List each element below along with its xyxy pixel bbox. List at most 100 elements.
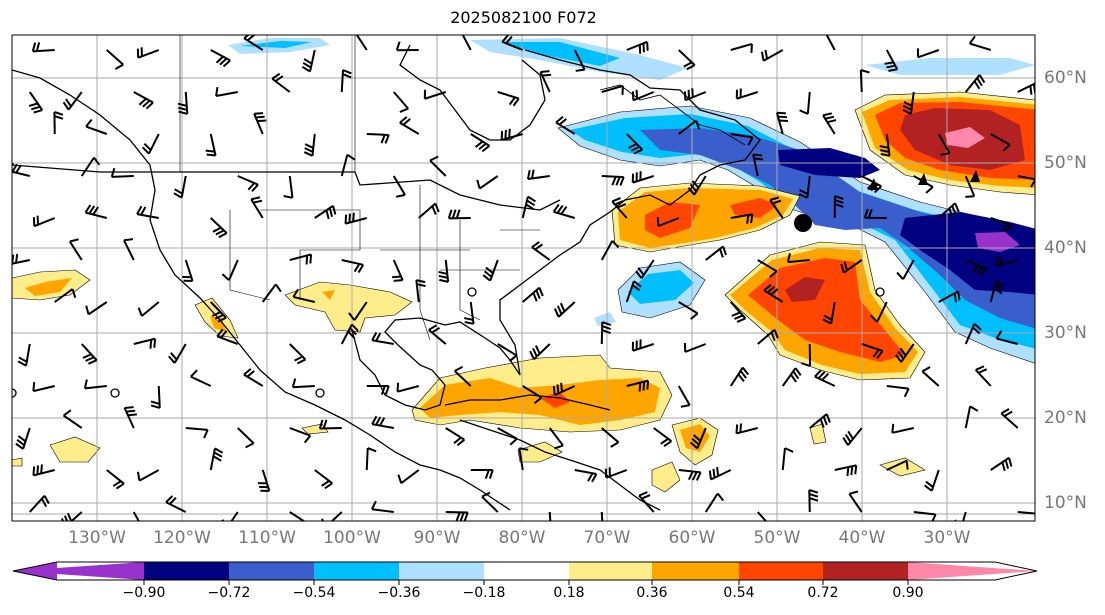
colorbar-segment bbox=[739, 562, 824, 580]
wind-barb bbox=[555, 115, 576, 135]
wind-barb bbox=[283, 175, 294, 199]
wind-barb bbox=[879, 133, 891, 157]
wind-barb bbox=[781, 367, 802, 387]
wind-barb bbox=[730, 42, 753, 53]
colorbar-tick-label: −0.90 bbox=[122, 585, 166, 601]
map-title: 2025082100 F072 bbox=[450, 8, 597, 27]
wind-barb bbox=[689, 427, 707, 450]
wind-barb bbox=[396, 382, 420, 393]
wind-barb bbox=[730, 213, 754, 224]
wind-barb bbox=[656, 217, 680, 227]
wind-barb bbox=[366, 133, 390, 144]
wind-barb bbox=[497, 91, 520, 107]
storm-center-marker bbox=[794, 214, 812, 232]
wind-barb bbox=[573, 49, 586, 72]
wind-barb bbox=[137, 301, 160, 317]
wind-barb bbox=[859, 69, 870, 93]
latitude-label: 30°N bbox=[1044, 323, 1087, 343]
wind-barb bbox=[729, 366, 750, 387]
wind-barb bbox=[497, 427, 518, 446]
wind-barb bbox=[257, 469, 271, 492]
wind-barb bbox=[870, 301, 888, 323]
wind-barb bbox=[677, 385, 691, 408]
wind-barb bbox=[822, 112, 837, 135]
wind-barb bbox=[938, 290, 961, 303]
wind-barb bbox=[990, 217, 1013, 233]
wind-barb bbox=[554, 301, 576, 318]
wind-barb bbox=[840, 259, 863, 274]
wind-barb bbox=[834, 464, 858, 477]
wind-barb bbox=[177, 91, 189, 115]
longitude-label: 100°W bbox=[323, 528, 381, 548]
wind-barb bbox=[341, 259, 365, 274]
wind-barb bbox=[921, 366, 940, 387]
wind-barb bbox=[482, 259, 499, 282]
wind-barb bbox=[68, 238, 83, 261]
wind-barb bbox=[601, 427, 620, 448]
wind-barb bbox=[635, 259, 655, 279]
latitude-label: 40°N bbox=[1044, 238, 1087, 258]
wind-barb bbox=[552, 203, 576, 219]
wind-barb bbox=[518, 447, 529, 471]
longitude-label: 40°W bbox=[838, 528, 886, 548]
longitude-label: 50°W bbox=[753, 528, 801, 548]
wind-barb bbox=[395, 41, 419, 52]
wind-barb bbox=[678, 469, 702, 481]
wind-barb bbox=[799, 91, 811, 115]
wind-barb bbox=[1000, 408, 1019, 429]
wind-barb bbox=[54, 288, 77, 303]
longitude-label: 120°W bbox=[153, 528, 211, 548]
wind-barb bbox=[289, 253, 313, 265]
wind-barb bbox=[470, 133, 491, 153]
wind-barb bbox=[653, 427, 672, 448]
wind-barb bbox=[938, 202, 960, 219]
wind-barb bbox=[210, 49, 231, 68]
wind-barb bbox=[250, 196, 264, 219]
wind-barb bbox=[501, 35, 524, 51]
longitude-label: 90°W bbox=[413, 528, 461, 548]
colorbar-outline bbox=[12, 561, 1038, 581]
wind-barb bbox=[29, 495, 50, 513]
wind-barb bbox=[678, 49, 696, 71]
wind-barb bbox=[1017, 511, 1035, 515]
wind-barb bbox=[136, 47, 160, 59]
wind-barb bbox=[83, 379, 107, 390]
wind-barb bbox=[497, 343, 518, 362]
wind-barb bbox=[445, 427, 466, 447]
wind-barb bbox=[85, 301, 108, 316]
colorbar-tick-label: −0.18 bbox=[462, 585, 506, 601]
wind-barb bbox=[924, 469, 940, 492]
wind-barb bbox=[763, 283, 784, 303]
wind-barb bbox=[289, 427, 312, 444]
wind-barb bbox=[423, 89, 447, 100]
graticule bbox=[12, 35, 1035, 521]
longitude-label: 80°W bbox=[498, 528, 546, 548]
wind-barb bbox=[237, 175, 259, 192]
wind-barb bbox=[438, 259, 450, 283]
wind-barb bbox=[896, 259, 915, 280]
wind-barb bbox=[173, 175, 187, 199]
wind-barb bbox=[32, 464, 56, 477]
wind-barb bbox=[215, 86, 238, 98]
wind-barb bbox=[704, 492, 725, 513]
wind-barb bbox=[757, 329, 779, 345]
wind-barb bbox=[781, 447, 794, 471]
wind-barb bbox=[355, 35, 368, 51]
wind-barb bbox=[418, 202, 440, 219]
wind-barb bbox=[964, 175, 976, 198]
wind-barb bbox=[391, 259, 404, 282]
wind-barb bbox=[965, 259, 987, 276]
wind-barb bbox=[32, 382, 55, 393]
wind-barb bbox=[705, 245, 727, 261]
map-frame bbox=[11, 34, 1036, 522]
wind-barb bbox=[80, 157, 101, 177]
wind-barbs bbox=[12, 35, 1035, 521]
wind-barb bbox=[735, 423, 759, 435]
wind-barb bbox=[631, 89, 655, 102]
wind-barb bbox=[292, 288, 315, 303]
wind-barb bbox=[884, 49, 899, 72]
wind-barb bbox=[399, 116, 420, 135]
wind-barb bbox=[964, 74, 986, 93]
wind-barb bbox=[964, 323, 982, 345]
